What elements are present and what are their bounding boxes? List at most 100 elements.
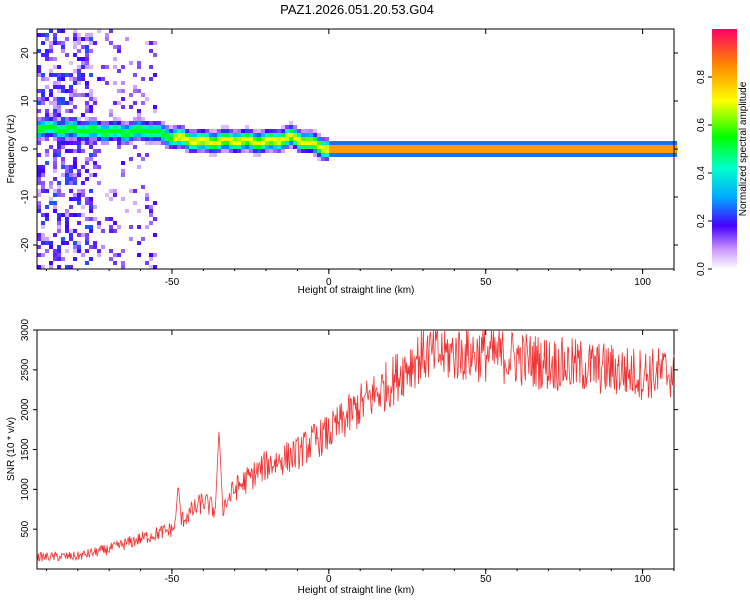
spectrogram-cell xyxy=(285,145,289,149)
spectrogram-cell xyxy=(293,133,297,137)
spectrogram-cell xyxy=(53,125,57,129)
spectrogram-cell xyxy=(669,141,673,145)
spectrogram-cell xyxy=(517,149,521,153)
spectrogram-cell xyxy=(293,145,297,149)
spectrogram-cell xyxy=(457,145,461,149)
spectrogram-cell xyxy=(37,265,41,269)
spectrogram-cell xyxy=(57,113,61,117)
spectrogram-cell xyxy=(605,153,609,157)
spectrogram-cell xyxy=(449,149,453,153)
spectrogram-cell xyxy=(389,149,393,153)
spectrogram-cell xyxy=(597,145,601,149)
spectrogram-cell xyxy=(69,229,73,233)
spectrogram-cell xyxy=(169,125,173,129)
spectrogram-cell xyxy=(249,133,253,137)
spectrogram-cell xyxy=(197,149,201,153)
spectrogram-cell xyxy=(341,149,345,153)
spectrogram-cell xyxy=(289,141,293,145)
spectrogram-cell xyxy=(221,141,225,145)
spectrogram-cell xyxy=(313,141,317,145)
spectrogram-cell xyxy=(69,61,73,65)
spectrogram-cell xyxy=(621,149,625,153)
spectrogram-cell xyxy=(401,149,405,153)
spectrogram-cell xyxy=(89,209,93,213)
y-tick-label: 2500 xyxy=(20,358,31,381)
spectrogram-cell xyxy=(77,141,81,145)
spectrogram-cell xyxy=(85,33,89,37)
spectrogram-cell xyxy=(277,133,281,137)
spectrogram-cell xyxy=(49,113,53,117)
spectrogram-cell xyxy=(77,241,81,245)
spectrogram-cell xyxy=(129,125,133,129)
y-tick-label: 500 xyxy=(20,520,31,537)
spectrogram-cell xyxy=(549,153,553,157)
spectrogram-cell xyxy=(285,141,289,145)
spectrogram-cell xyxy=(121,161,125,165)
spectrogram-cell xyxy=(121,197,125,201)
spectrogram-cell xyxy=(41,233,45,237)
spectrogram-cell xyxy=(85,125,89,129)
spectrogram-cell xyxy=(345,145,349,149)
spectrogram-cell xyxy=(121,249,125,253)
spectrogram-cell xyxy=(41,33,45,37)
spectrogram-cell xyxy=(49,241,53,245)
spectrogram-cell xyxy=(173,145,177,149)
spectrogram-cell xyxy=(69,141,73,145)
spectrogram-cell xyxy=(353,149,357,153)
spectrogram-cell xyxy=(297,141,301,145)
spectrogram-cell xyxy=(449,153,453,157)
spectrogram-cell xyxy=(485,153,489,157)
spectrogram-cell xyxy=(105,125,109,129)
spectrogram-cell xyxy=(45,125,49,129)
spectrogram-cell xyxy=(77,33,81,37)
spectrogram-cell xyxy=(165,137,169,141)
spectrogram-cell xyxy=(141,125,145,129)
spectrogram-cell xyxy=(65,229,69,233)
snr-line xyxy=(36,329,675,562)
colorbar-tick-label: 0.0 xyxy=(696,262,707,276)
spectrogram-cell xyxy=(113,221,117,225)
spectrogram-cell xyxy=(673,149,677,153)
spectrogram-cell xyxy=(85,101,89,105)
spectrogram-cell xyxy=(241,137,245,141)
spectrogram-cell xyxy=(369,141,373,145)
spectrogram-cell xyxy=(481,141,485,145)
spectrogram-cell xyxy=(117,145,121,149)
spectrogram-cell xyxy=(57,73,61,77)
spectrogram-cell xyxy=(149,221,153,225)
spectrogram-cell xyxy=(37,169,41,173)
spectrogram-cell xyxy=(105,65,109,69)
spectrogram-cell xyxy=(269,145,273,149)
spectrogram-cell xyxy=(85,169,89,173)
spectrogram-cell xyxy=(89,145,93,149)
spectrogram-cell xyxy=(133,121,137,125)
spectrogram-cell xyxy=(589,141,593,145)
spectrogram-cell xyxy=(401,145,405,149)
spectrogram-cell xyxy=(57,245,61,249)
spectrogram-cell xyxy=(573,141,577,145)
spectrogram-cell xyxy=(133,145,137,149)
spectrogram-cell xyxy=(53,129,57,133)
spectrogram-cell xyxy=(53,253,57,257)
spectrogram-cell xyxy=(97,221,101,225)
spectrogram-cell xyxy=(501,145,505,149)
spectrogram-cell xyxy=(85,133,89,137)
spectrogram-cell xyxy=(185,133,189,137)
spectrogram-cell xyxy=(229,145,233,149)
spectrogram-cell xyxy=(85,249,89,253)
spectrogram-cell xyxy=(421,149,425,153)
spectrogram-cell xyxy=(197,145,201,149)
spectrogram-cell xyxy=(85,109,89,113)
spectrogram-cell xyxy=(113,189,117,193)
spectrogram-cell xyxy=(325,141,329,145)
spectrogram-cell xyxy=(93,101,97,105)
spectrogram-cell xyxy=(41,213,45,217)
spectrogram-cell xyxy=(69,93,73,97)
x-tick-label: 0 xyxy=(326,574,332,585)
spectrogram-cell xyxy=(73,193,77,197)
spectrogram-cell xyxy=(109,257,113,261)
spectrogram-cell xyxy=(493,145,497,149)
spectrogram-cell xyxy=(625,149,629,153)
spectrogram-cell xyxy=(121,169,125,173)
spectrogram-cell xyxy=(53,169,57,173)
